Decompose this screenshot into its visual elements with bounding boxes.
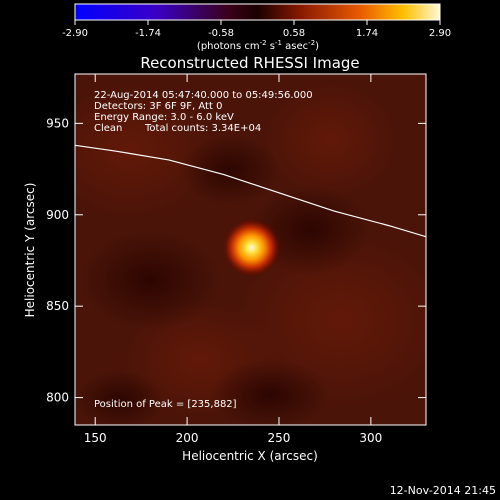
y-tick-label: 850 [46, 299, 69, 313]
detectors-label: Detectors: 3F 6F 9F, Att 0 [94, 101, 222, 112]
solar-limb-curve [75, 144, 426, 238]
y-tick-label: 900 [46, 208, 69, 222]
y-axis-label: Heliocentric Y (arcsec) [23, 183, 37, 318]
colorbar-tick-label: 0.58 [283, 28, 305, 39]
total-counts-label: Total counts: 3.34E+04 [144, 123, 261, 134]
energy-range-label: Energy Range: 3.0 - 6.0 keV [94, 112, 234, 123]
x-axis-label: Heliocentric X (arcsec) [182, 449, 318, 463]
y-tick-label: 800 [46, 391, 69, 405]
y-tick-label: 950 [46, 116, 69, 130]
colorbar-tick-label: -1.74 [135, 28, 161, 39]
x-tick-label: 150 [84, 431, 107, 445]
colorbar-tick-label: 1.74 [356, 28, 378, 39]
method-label: Clean [94, 123, 122, 134]
footer-date: 12-Nov-2014 21:45 [390, 484, 496, 497]
plot-frame [74, 73, 427, 426]
peak-source [221, 217, 282, 278]
colorbar-tick-label: 2.90 [429, 28, 451, 39]
x-tick-label: 300 [359, 431, 382, 445]
peak-position-label: Position of Peak = [235,882] [94, 399, 237, 410]
x-tick-label: 250 [268, 431, 291, 445]
time-range-label: 22-Aug-2014 05:47:40.000 to 05:49:56.000 [94, 90, 313, 101]
colorbar-tick-label: -2.90 [62, 28, 88, 39]
image-area [75, 74, 426, 425]
chart-title: Reconstructed RHESSI Image [140, 54, 359, 72]
colorbar-tick-label: -0.58 [208, 28, 234, 39]
x-tick-label: 200 [176, 431, 199, 445]
colorbar [74, 3, 441, 21]
colorbar-unit-label: (photons cm-2 s-1 asec-2) [197, 39, 319, 52]
